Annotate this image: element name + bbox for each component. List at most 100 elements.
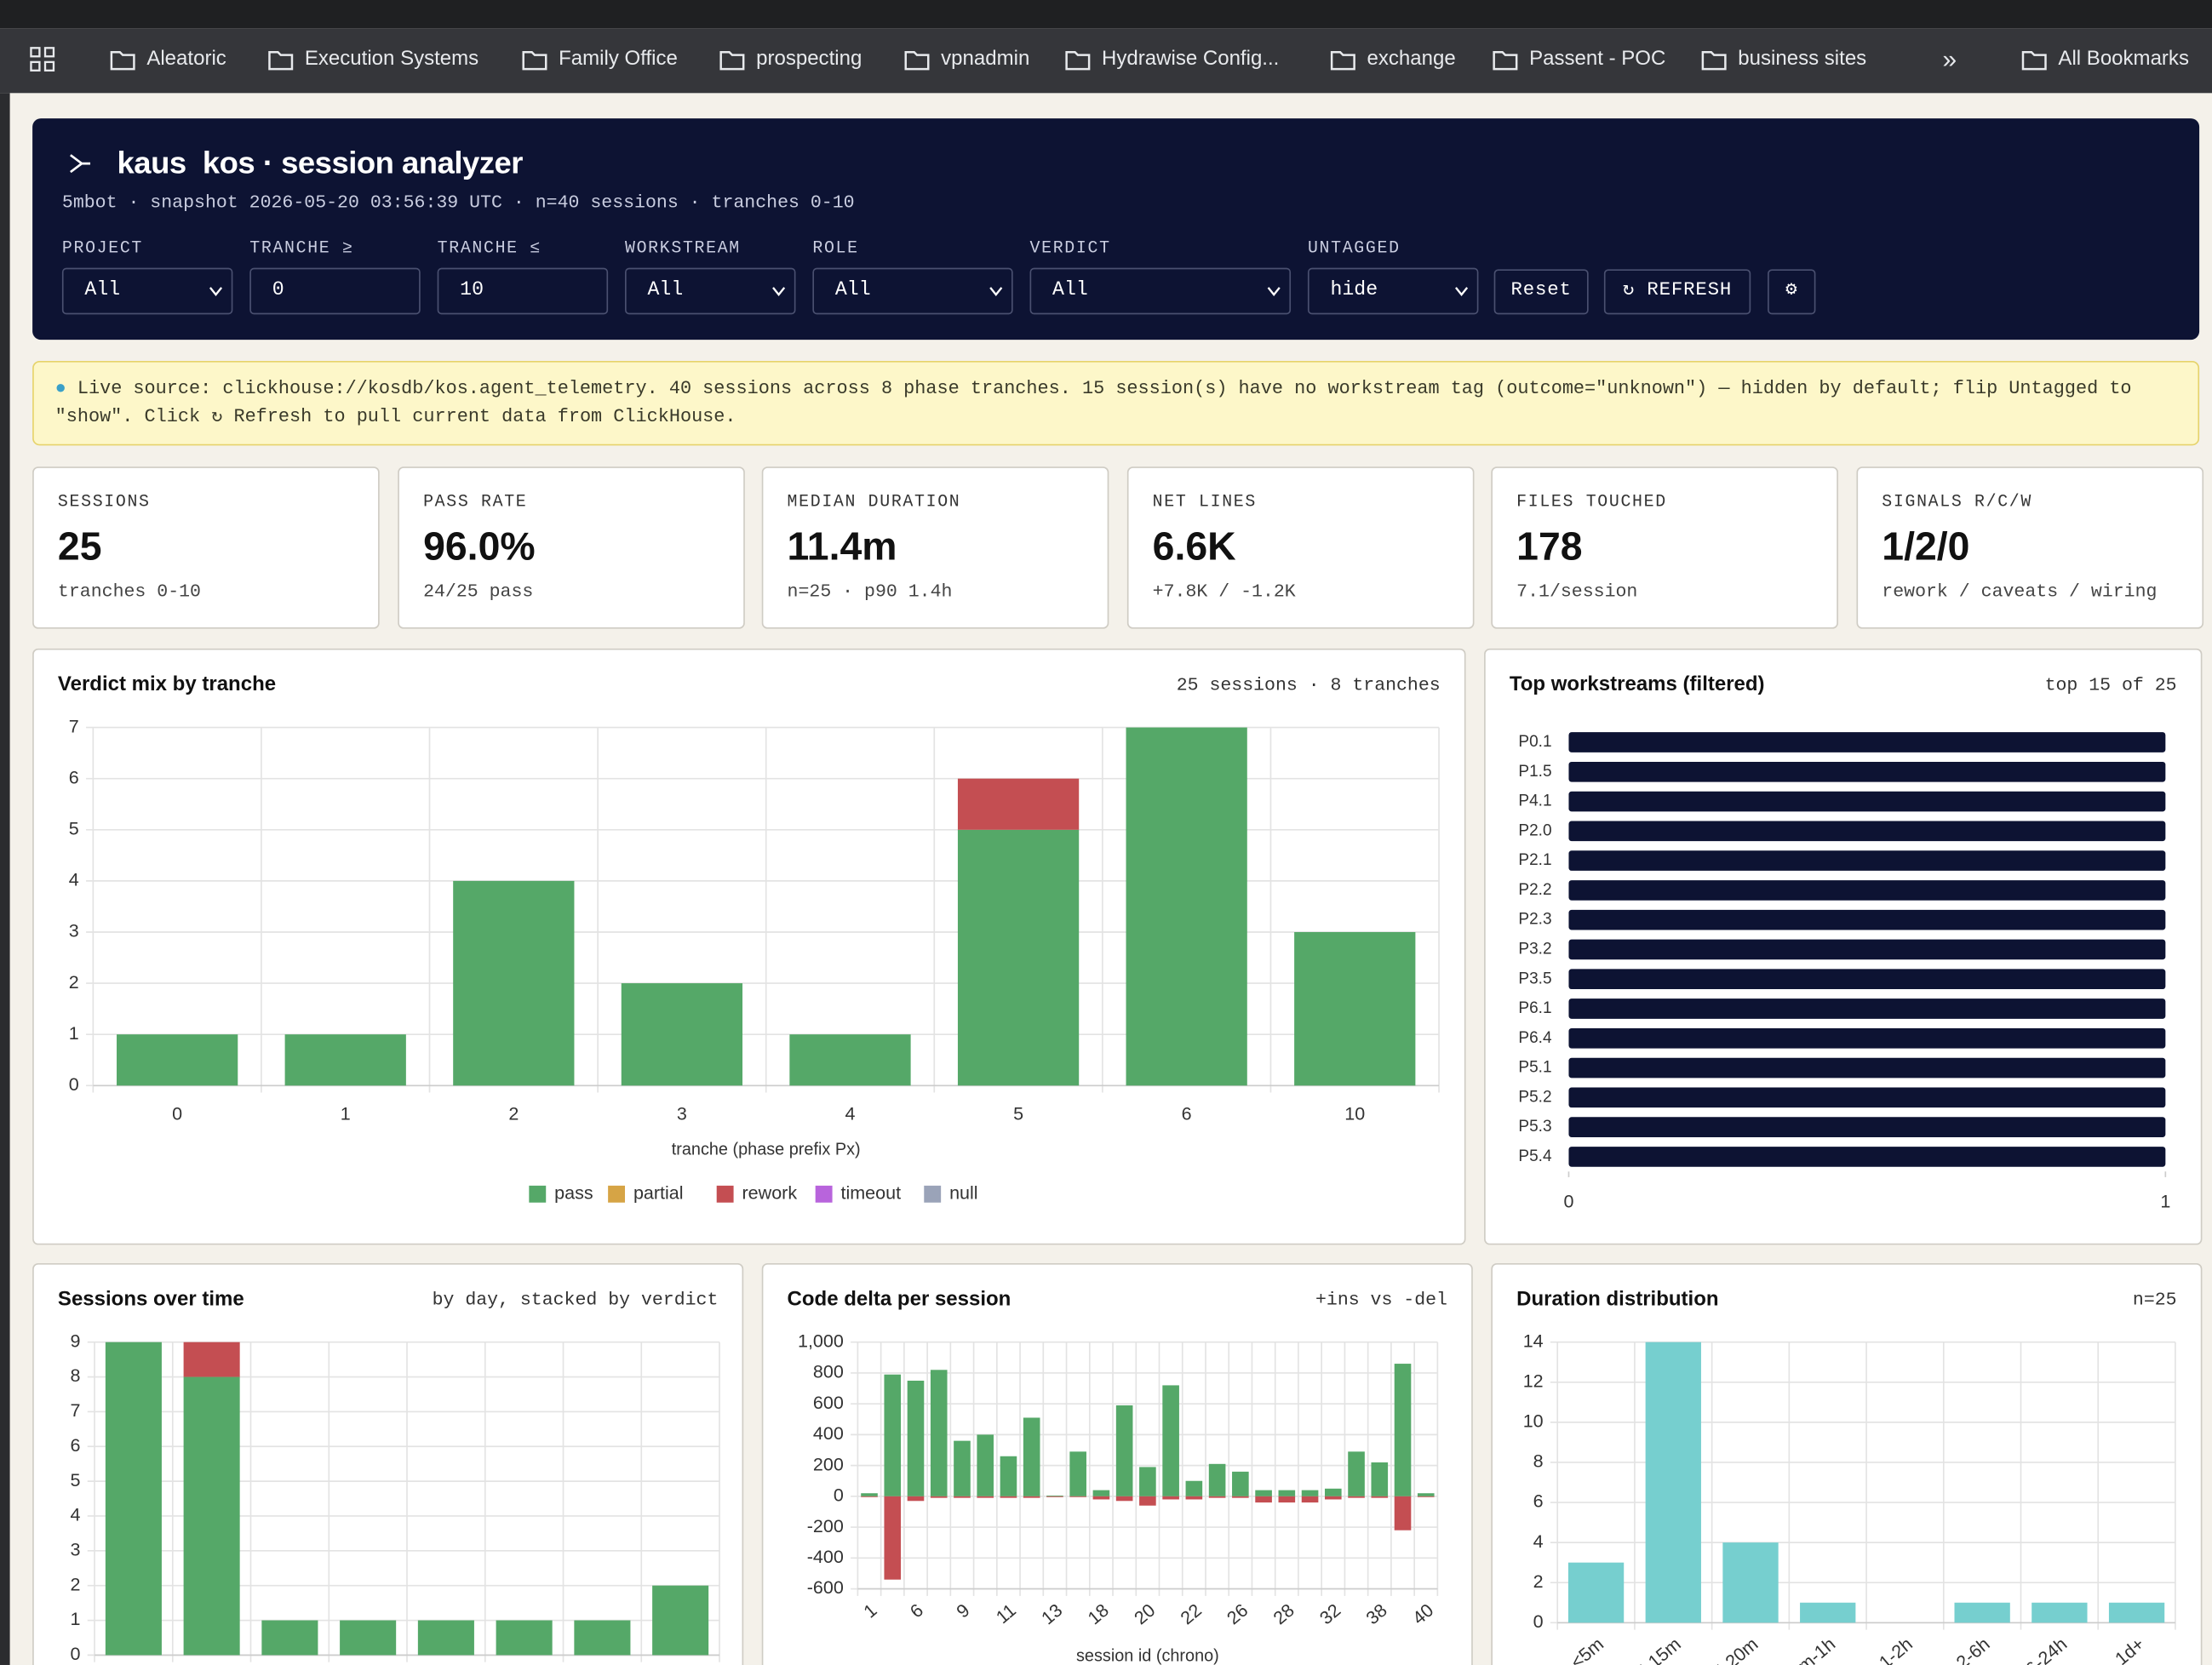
x-tick-label: 10 [1344, 1104, 1365, 1124]
bookmark[interactable]: business sites [1701, 45, 1866, 73]
bar [1371, 1496, 1389, 1498]
bookmark[interactable]: Hydrawise Config... [1065, 45, 1279, 73]
x-axis-label: session id (chrono) [1076, 1646, 1219, 1665]
filter-input[interactable]: All [1029, 267, 1292, 315]
subtitle: 5mbot · snapshot 2026-05-20 03:56:39 UTC… [61, 192, 855, 214]
chart-panel: Code delta per session +ins vs -del -600 -4… [761, 1262, 1473, 1665]
filter-input[interactable]: hide [1307, 267, 1479, 315]
kpi-card: FILES TOUCHED 178 7.1/session [1491, 466, 1838, 629]
x-tick-label: 18 [1084, 1600, 1113, 1629]
bar [1568, 880, 2166, 901]
bar [1046, 1496, 1063, 1497]
bar [1417, 1493, 1435, 1496]
folder-icon [522, 50, 547, 70]
chevron-shape [989, 287, 1003, 297]
bar [1069, 1451, 1086, 1496]
filter-input[interactable]: All [625, 267, 796, 315]
bookmark[interactable]: prospecting [719, 45, 862, 73]
x-tick-label: 0 [172, 1104, 182, 1124]
button[interactable]: Reset [1493, 269, 1589, 315]
bar [789, 1034, 911, 1086]
kpi-label: MEDIAN DURATION [787, 492, 961, 512]
filter-input[interactable]: All [61, 267, 233, 315]
bar [453, 880, 575, 1086]
bookmark[interactable]: All Bookmarks [2021, 45, 2189, 73]
logo [70, 154, 91, 174]
y-tick-label: -600 [807, 1577, 844, 1598]
bar [2108, 1602, 2165, 1623]
bar [1568, 1057, 2166, 1079]
y-tick-label: P0.1 [1518, 733, 1551, 751]
y-tick-label: 200 [813, 1454, 844, 1474]
x-tick-label: 20 [1131, 1600, 1160, 1629]
bar [1645, 1342, 1701, 1623]
y-tick-label: 0 [1533, 1611, 1544, 1632]
bookmark[interactable]: Passent - POC [1493, 45, 1665, 73]
filter-value: All [647, 278, 684, 302]
x-tick-label: 1 [2160, 1191, 2170, 1211]
filter-value: 0 [272, 278, 284, 302]
bar [1568, 998, 2166, 1019]
legend-swatch [716, 1185, 734, 1203]
button[interactable]: ↻ REFRESH [1603, 269, 1751, 315]
filter-label: TRANCHE ≤ [437, 237, 542, 259]
bookmark[interactable]: vpnadmin [904, 45, 1029, 73]
banner-text: Live source: clickhouse://kosdb/kos.agen… [54, 377, 2132, 427]
bookmark-label: Family Office [559, 48, 678, 71]
chevron-shape [209, 287, 223, 297]
y-tick-label: 6 [1533, 1491, 1544, 1512]
y-tick-label: P2.2 [1518, 881, 1551, 899]
folder-shape [1330, 50, 1355, 70]
bar [1722, 1542, 1779, 1623]
kpi-card: MEDIAN DURATION 11.4m n=25 · p90 1.4h [761, 466, 1109, 629]
folder-icon [2021, 50, 2047, 70]
bar [1126, 727, 1247, 1086]
chart-note: +ins vs -del [1315, 1290, 1447, 1311]
y-tick-label: 3 [70, 1540, 80, 1560]
y-tick-label: P5.3 [1518, 1118, 1551, 1136]
bar [1162, 1496, 1179, 1500]
y-tick-label: P5.4 [1518, 1147, 1552, 1165]
bookmark-label: Execution Systems [304, 48, 479, 71]
y-tick-label: P2.0 [1518, 821, 1551, 839]
filter-label: VERDICT [1029, 237, 1111, 259]
bar [1232, 1496, 1249, 1498]
y-tick-label: P4.1 [1518, 792, 1551, 810]
bookmark[interactable]: Aleatoric [110, 45, 226, 73]
y-tick-label: 7 [70, 1400, 80, 1421]
filter-input[interactable]: 10 [437, 267, 609, 315]
bookmark[interactable]: Execution Systems [268, 45, 479, 73]
bar [1348, 1451, 1365, 1496]
x-tick-label: 38 [1362, 1600, 1391, 1629]
filter-input[interactable]: All [812, 267, 1013, 315]
y-tick-label: P5.1 [1518, 1059, 1551, 1077]
bar [1324, 1488, 1342, 1496]
bar [1568, 761, 2166, 782]
bar [930, 1496, 948, 1498]
folder-shape [2021, 50, 2047, 70]
bookmark[interactable]: Family Office [522, 45, 678, 73]
bookmark[interactable]: exchange [1330, 45, 1456, 73]
y-tick-label: P2.3 [1518, 911, 1551, 929]
kpi-value: 96.0% [423, 524, 536, 569]
x-tick-label: 22 [1177, 1600, 1206, 1629]
bar [117, 1034, 238, 1086]
bar [861, 1493, 878, 1496]
button[interactable]: ⚙ [1768, 269, 1816, 315]
bar [1568, 821, 2166, 842]
bar [1208, 1496, 1226, 1498]
y-tick-label: 7 [69, 716, 79, 736]
filter-label: WORKSTREAM [625, 237, 741, 259]
window-edge [0, 93, 10, 1665]
filter-value: All [834, 278, 871, 302]
bar [261, 1620, 318, 1656]
bar [1092, 1496, 1110, 1500]
chart-panel: Duration distribution n=25 0 2 4 6 8 10 12 14 <5m 5… [1491, 1262, 2203, 1665]
y-tick-label: 800 [813, 1362, 844, 1382]
kpi-label: SESSIONS [57, 492, 151, 512]
more-bookmarks[interactable]: » [1942, 44, 1957, 73]
filter-input[interactable]: 0 [249, 267, 421, 315]
legend-label: pass [554, 1182, 593, 1203]
x-tick-label: 32 [1316, 1600, 1345, 1629]
